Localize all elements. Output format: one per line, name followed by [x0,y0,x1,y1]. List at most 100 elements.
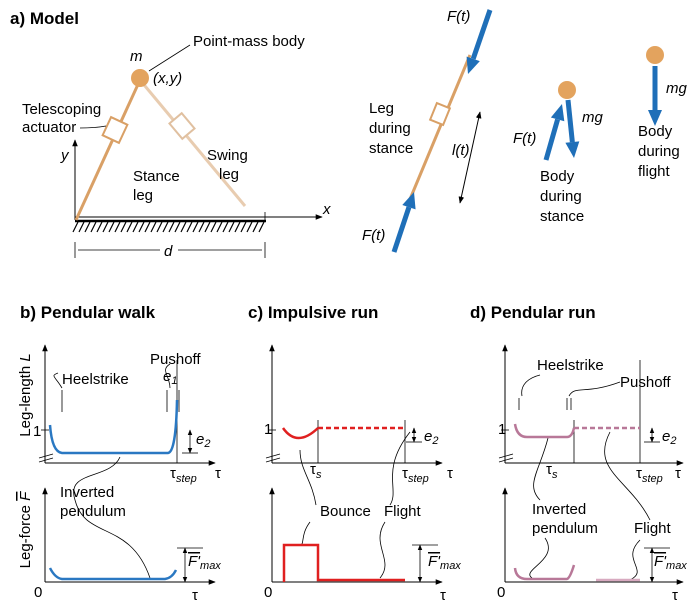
arrow-head [648,110,662,126]
callout [568,381,621,397]
label: F(t) [362,227,385,244]
label: during [369,120,411,137]
axis-break [38,453,54,463]
panel-title: d) Pendular run [470,303,596,322]
label: pendulum [532,520,598,537]
hatch [144,221,151,233]
force-arrow [543,118,561,161]
callout [629,539,641,581]
label: mg [582,109,603,126]
axis-break [498,453,514,463]
hatch [96,221,103,233]
hatch [114,221,121,233]
hatch [90,221,97,233]
label: x [322,201,331,218]
hatch [150,221,157,233]
leg-during-stance [406,54,482,205]
hatch [204,221,211,233]
tick-label: 0 [497,584,505,601]
label: actuator [22,119,76,136]
label: Stance [133,168,180,185]
hatch [216,221,223,233]
force-arrow [565,99,575,143]
hatch [162,221,169,233]
label: Body [638,123,673,140]
label: pendulum [60,503,126,520]
hatch [240,221,247,233]
callout [604,431,651,521]
mass [646,46,664,64]
label: F(t) [513,130,536,147]
hatch [192,221,199,233]
label: τs [546,461,558,481]
label: e2 [424,428,438,447]
hatch [180,221,187,233]
force-curve [513,564,576,581]
hatch [72,221,79,233]
hatch [126,221,133,233]
panel-title: a) Model [10,9,79,28]
arrow-head [550,104,565,122]
axis-label: Leg-force F [17,491,34,569]
hatch [102,221,109,233]
label: Flight [634,520,672,537]
model-sketch [72,44,323,258]
label: stance [540,208,584,225]
tick-label: 0 [264,584,272,601]
force-curve [48,567,178,581]
arrow-head [466,56,480,74]
hatch [222,221,229,233]
label: Body [540,168,575,185]
label: Inverted [532,501,586,518]
hatch [258,221,265,233]
hatch [84,221,91,233]
callout [299,449,317,506]
length-curve [513,423,576,439]
label: (x,y) [153,70,182,87]
hatch [78,221,85,233]
label: y [60,147,70,164]
label: Inverted [60,484,114,501]
hatch [252,221,259,233]
hatch [210,221,217,233]
hatch [186,221,193,233]
callout [73,456,151,579]
label: τ [672,587,678,603]
mass [558,81,576,99]
tick-label: 1 [33,423,41,440]
label: e2 [662,428,676,447]
label: τstep [636,465,663,485]
label: Swing [207,147,248,164]
plots [38,344,684,585]
hatch [108,221,115,233]
callout [379,521,386,579]
axis-label: Leg-length L [17,353,34,436]
label: τ [675,465,681,482]
label: τ [447,465,453,482]
hatch [138,221,145,233]
label: l(t) [452,142,470,159]
hatch [120,221,127,233]
tick-label: 0 [34,584,42,601]
arrow-head [402,192,416,210]
label: during [540,188,582,205]
label: Pushoff [620,374,671,391]
label: F'max [188,553,221,572]
callout [299,521,311,546]
label: F'max [654,553,687,572]
force-arrow [391,206,412,253]
label: Telescoping [22,101,101,118]
label: mg [666,80,687,97]
label: τ [440,587,446,603]
hatch [198,221,205,233]
hatch [168,221,175,233]
label: Point-mass body [193,33,305,50]
label: leg [219,166,239,183]
label: leg [133,187,153,204]
label: Bounce [320,503,371,520]
label: Heelstrike [537,357,604,374]
label: Pushoff [150,351,201,368]
label: during [638,143,680,160]
label: τstep [170,465,197,485]
label: d [164,243,173,260]
